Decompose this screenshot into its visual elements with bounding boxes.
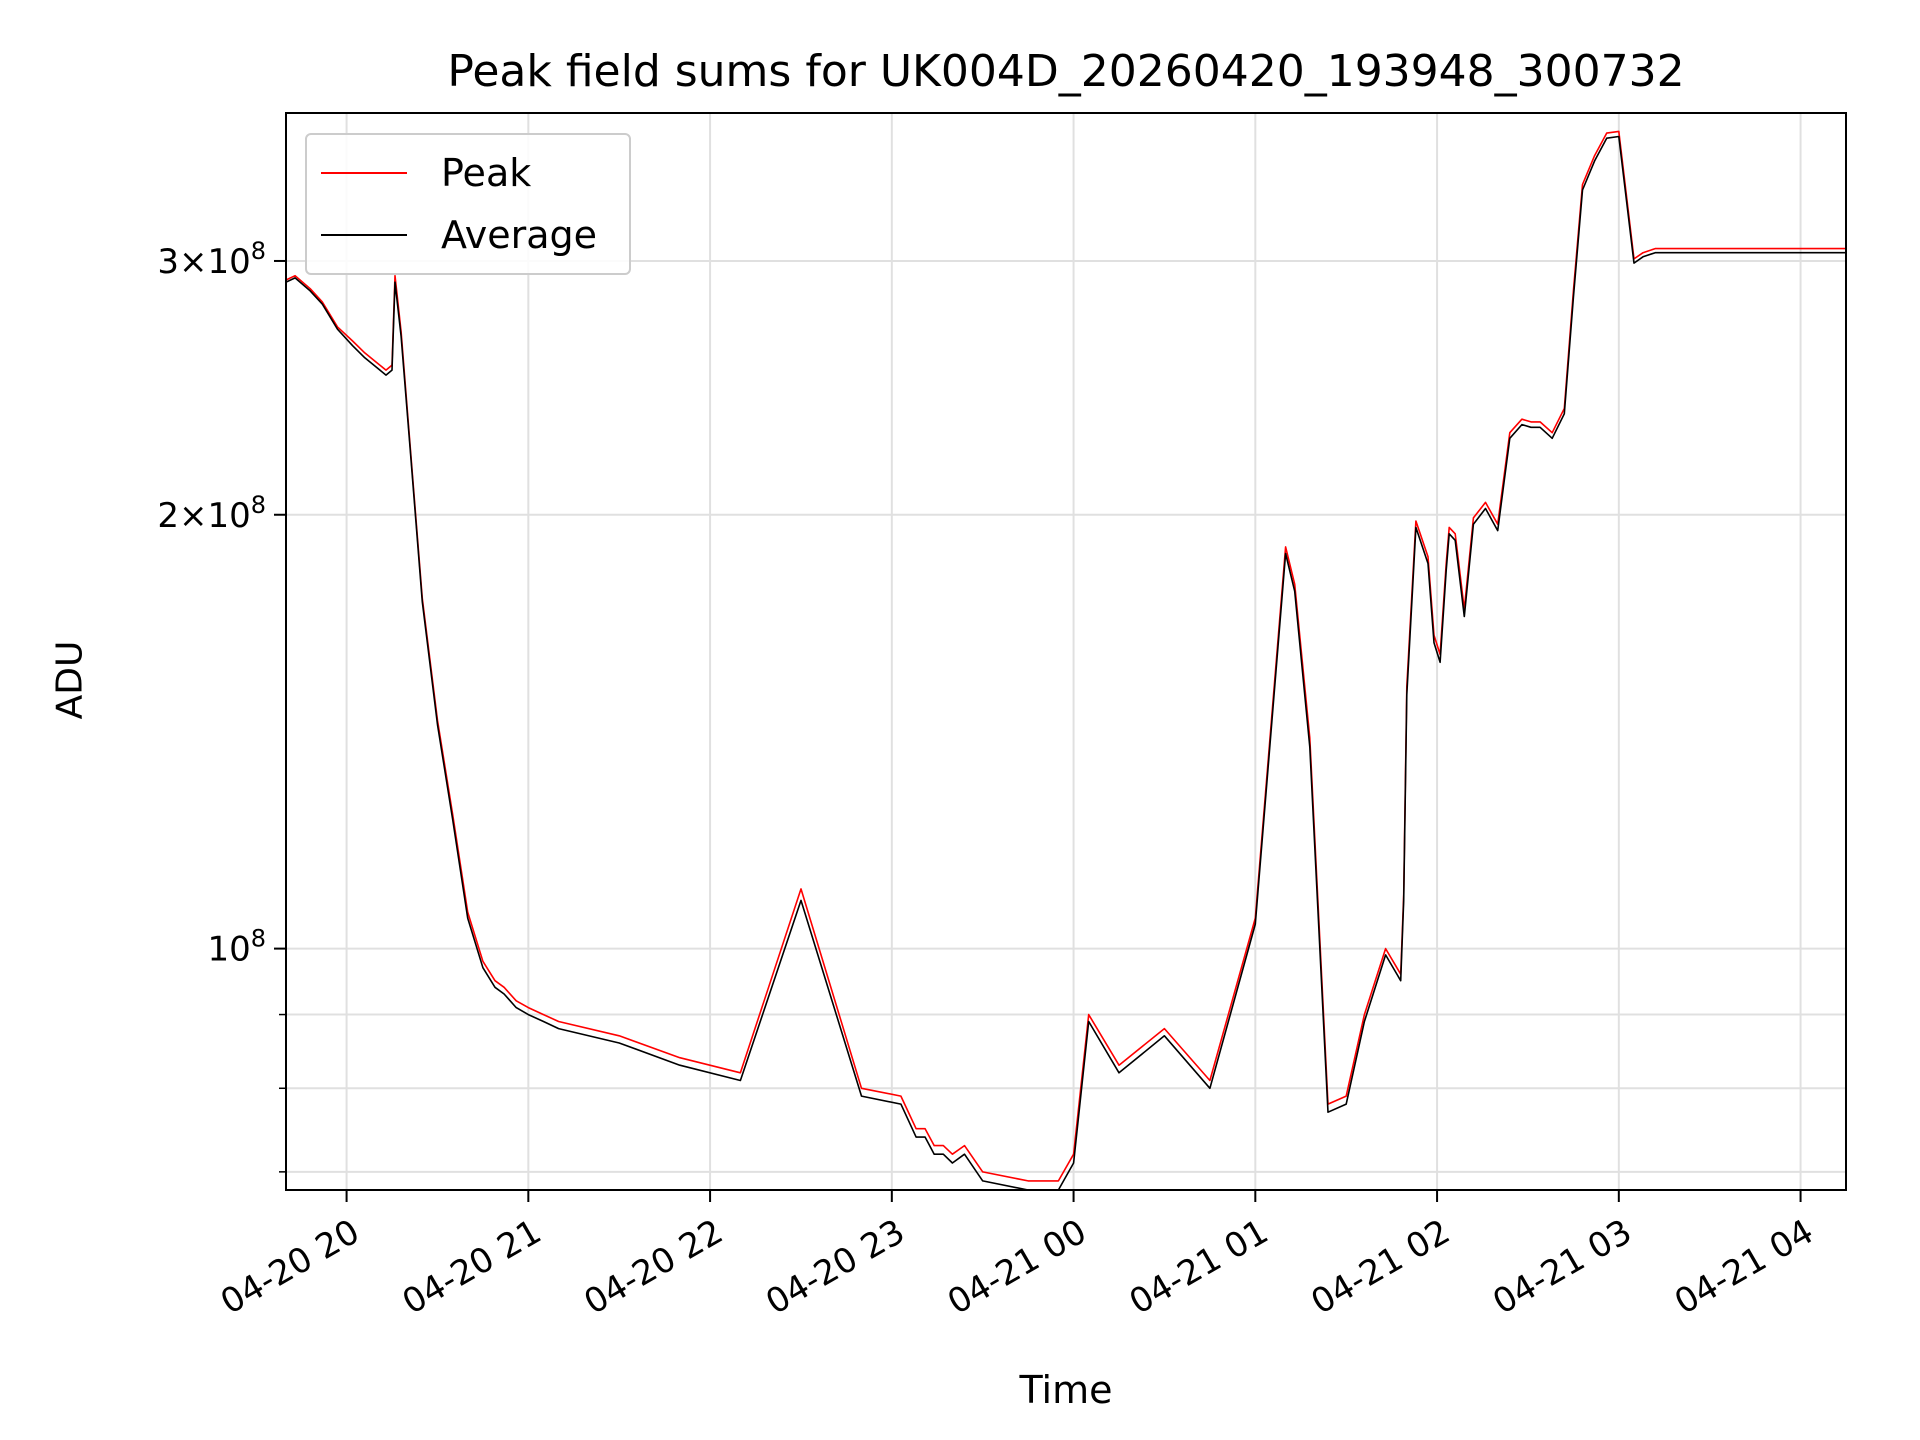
plot-area-frame <box>285 112 1847 1191</box>
x-tick-label: 04-21 02 <box>1304 1212 1456 1323</box>
x-tick-label: 04-21 01 <box>1123 1212 1275 1323</box>
x-tick-label: 04-21 03 <box>1486 1212 1638 1323</box>
x-tick-label: 04-21 04 <box>1668 1212 1820 1323</box>
x-tick-label: 04-20 21 <box>396 1212 548 1323</box>
x-tick-label: 04-20 22 <box>577 1212 729 1323</box>
legend-item-peak: Peak <box>321 143 531 203</box>
series-layer <box>285 130 1846 1191</box>
y-axis-ticks: 3×108 2×108 108 <box>157 237 286 1173</box>
x-axis-label: Time <box>1019 1368 1113 1412</box>
y-tick-label: 2×108 <box>157 491 266 536</box>
series-line-peak <box>285 130 1846 1182</box>
chart-title: Peak field sums for UK004D_20260420_1939… <box>447 46 1685 97</box>
x-axis-ticks: 04-20 20 04-20 21 04-20 22 04-20 23 04-21 00… <box>214 1190 1820 1323</box>
legend: Peak Average <box>305 133 631 275</box>
legend-item-average: Average <box>321 205 597 265</box>
grid-lines <box>286 113 1846 1190</box>
y-tick-label: 3×108 <box>157 237 266 282</box>
legend-swatch-average <box>321 234 407 236</box>
y-tick-label: 108 <box>207 925 266 970</box>
y-axis-label: ADU <box>49 640 91 720</box>
legend-label-peak: Peak <box>441 151 532 195</box>
x-tick-label: 04-20 23 <box>759 1212 911 1323</box>
x-tick-label: 04-21 00 <box>941 1212 1093 1323</box>
legend-swatch-peak <box>321 172 407 174</box>
series-line-average <box>285 135 1846 1191</box>
legend-label-average: Average <box>441 213 598 257</box>
x-tick-label: 04-20 20 <box>214 1212 366 1323</box>
